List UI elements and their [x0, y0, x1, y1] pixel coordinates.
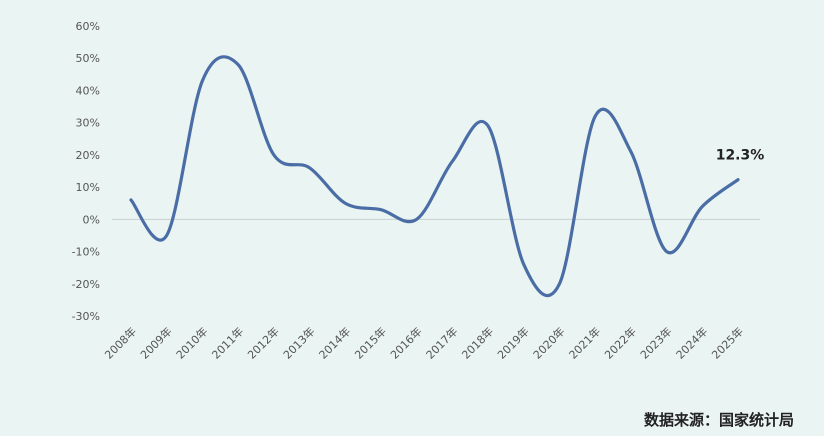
- x-tick-label: 2009年: [137, 324, 174, 361]
- y-tick-label: 50%: [76, 52, 100, 65]
- x-tick-label: 2021年: [566, 324, 603, 361]
- x-tick-label: 2018年: [459, 324, 496, 361]
- x-tick-label: 2017年: [423, 324, 460, 361]
- x-tick-label: 2019年: [494, 324, 531, 361]
- y-tick-label: -30%: [72, 310, 100, 323]
- y-tick-label: 30%: [76, 117, 100, 130]
- x-tick-label: 2014年: [316, 324, 353, 361]
- y-tick-label: -10%: [72, 246, 100, 259]
- x-tick-label: 2011年: [209, 324, 246, 361]
- y-tick-label: 20%: [76, 149, 100, 162]
- x-axis: 2008年2009年2010年2011年2012年2013年2014年2015年…: [102, 324, 746, 361]
- y-axis: 60% 50% 40% 30% 20% 10% 0% -10% -20% -30%: [72, 20, 100, 323]
- x-tick-label: 2025年: [709, 324, 746, 361]
- x-tick-label: 2010年: [173, 324, 210, 361]
- y-tick-label: 60%: [76, 20, 100, 33]
- y-tick-label: 10%: [76, 181, 100, 194]
- x-tick-label: 2013年: [280, 324, 317, 361]
- x-tick-label: 2024年: [673, 324, 710, 361]
- x-tick-label: 2022年: [602, 324, 639, 361]
- x-tick-label: 2016年: [387, 324, 424, 361]
- x-tick-label: 2020年: [530, 324, 567, 361]
- source-note: 数据来源：国家统计局: [643, 411, 794, 429]
- x-tick-label: 2015年: [352, 324, 389, 361]
- x-tick-label: 2023年: [637, 324, 674, 361]
- y-tick-label: 40%: [76, 84, 100, 97]
- y-tick-label: 0%: [83, 213, 100, 226]
- data-label-2025: 12.3%: [716, 148, 765, 164]
- x-tick-label: 2008年: [102, 324, 139, 361]
- x-tick-label: 2012年: [244, 324, 281, 361]
- y-tick-label: -20%: [72, 278, 100, 291]
- series-line: [129, 55, 740, 298]
